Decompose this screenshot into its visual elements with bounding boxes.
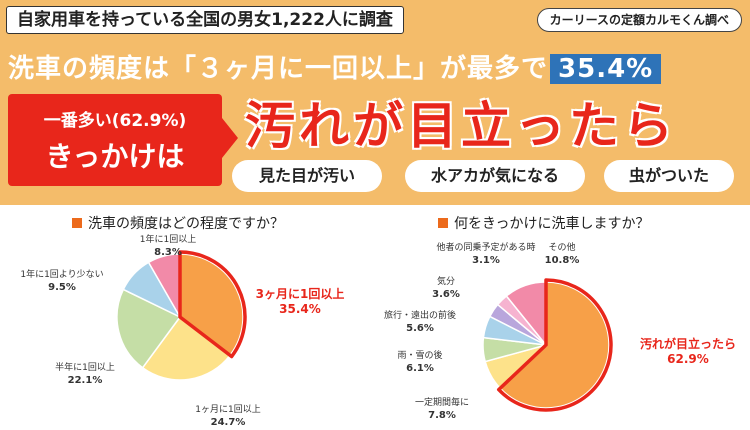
headline-pct: 35.4% xyxy=(550,54,662,84)
highlight-slice-outline xyxy=(178,250,247,359)
highlight-label: 3ヶ月に1回以上 xyxy=(256,286,345,301)
highlight-slice-outline xyxy=(496,278,613,412)
arrow-icon xyxy=(222,118,238,158)
headline-main: 洗車の頻度は「３ヶ月に一回以上」が最多で xyxy=(8,54,549,84)
highlight-label: 汚れが目立ったら xyxy=(640,336,736,351)
pie-slice xyxy=(499,281,610,409)
source-badge: カーリースの定額カルモくん調べ xyxy=(536,8,742,32)
slice-label: 1ヶ月に1回以上 xyxy=(195,404,260,415)
big-phrase: 汚れが目立ったら xyxy=(245,97,677,155)
chart1-title: 洗車の頻度はどの程度ですか？ xyxy=(72,213,284,233)
pill-water-spots: 水アカが気になる xyxy=(405,160,585,192)
slice-label: 1年に1回以上 xyxy=(140,233,196,245)
highlight-value: 35.4% xyxy=(279,302,321,316)
square-icon xyxy=(438,218,448,228)
slice-label: その他 xyxy=(548,241,575,253)
survey-title: 自家用車を持っている全国の男女1,222人に調査 xyxy=(6,6,404,34)
pie-slice xyxy=(116,288,182,369)
chart1-title-text: 洗車の頻度はどの程度ですか？ xyxy=(88,216,284,232)
slice-value: 10.8% xyxy=(545,255,580,266)
slice-value: 6.1% xyxy=(406,363,434,374)
slice-value: 9.5% xyxy=(48,282,76,293)
slice-label: 1年に1回より少ない xyxy=(20,268,103,280)
slice-value: 22.1% xyxy=(68,375,103,386)
trigger-box: 一番多い(62.9%) きっかけは xyxy=(8,94,222,186)
chart2-title: 何をきっかけに洗車しますか？ xyxy=(438,213,649,233)
square-icon xyxy=(72,218,82,228)
headline: 洗車の頻度は「３ヶ月に一回以上」が最多で 35.4% xyxy=(8,48,662,85)
trigger-line1: 一番多い(62.9%) xyxy=(43,111,187,131)
slice-value: 8.3% xyxy=(154,247,182,258)
trigger-line2: きっかけは xyxy=(45,140,185,173)
pie-slice xyxy=(179,253,244,357)
slice-label: 旅行・遠出の前後 xyxy=(384,309,456,321)
slice-label: 半年に1回以上 xyxy=(55,361,115,373)
slice-value: 24.7% xyxy=(211,417,246,428)
slice-label: 雨・雪の後 xyxy=(397,349,442,361)
slice-label: 他者の同乗予定がある時 xyxy=(436,241,535,253)
slice-label: 一定期間毎に xyxy=(415,396,469,408)
highlight-value: 62.9% xyxy=(667,352,709,366)
pie-slice xyxy=(141,315,232,381)
pill-insects: 虫がついた xyxy=(604,160,734,192)
slice-label: 気分 xyxy=(437,275,455,287)
slice-value: 5.6% xyxy=(406,323,434,334)
chart2-title-text: 何をきっかけに洗車しますか？ xyxy=(454,216,650,232)
slice-value: 7.8% xyxy=(428,410,456,421)
pill-appearance: 見た目が汚い xyxy=(232,160,382,192)
slice-value: 3.6% xyxy=(432,289,460,300)
slice-value: 3.1% xyxy=(472,255,500,266)
